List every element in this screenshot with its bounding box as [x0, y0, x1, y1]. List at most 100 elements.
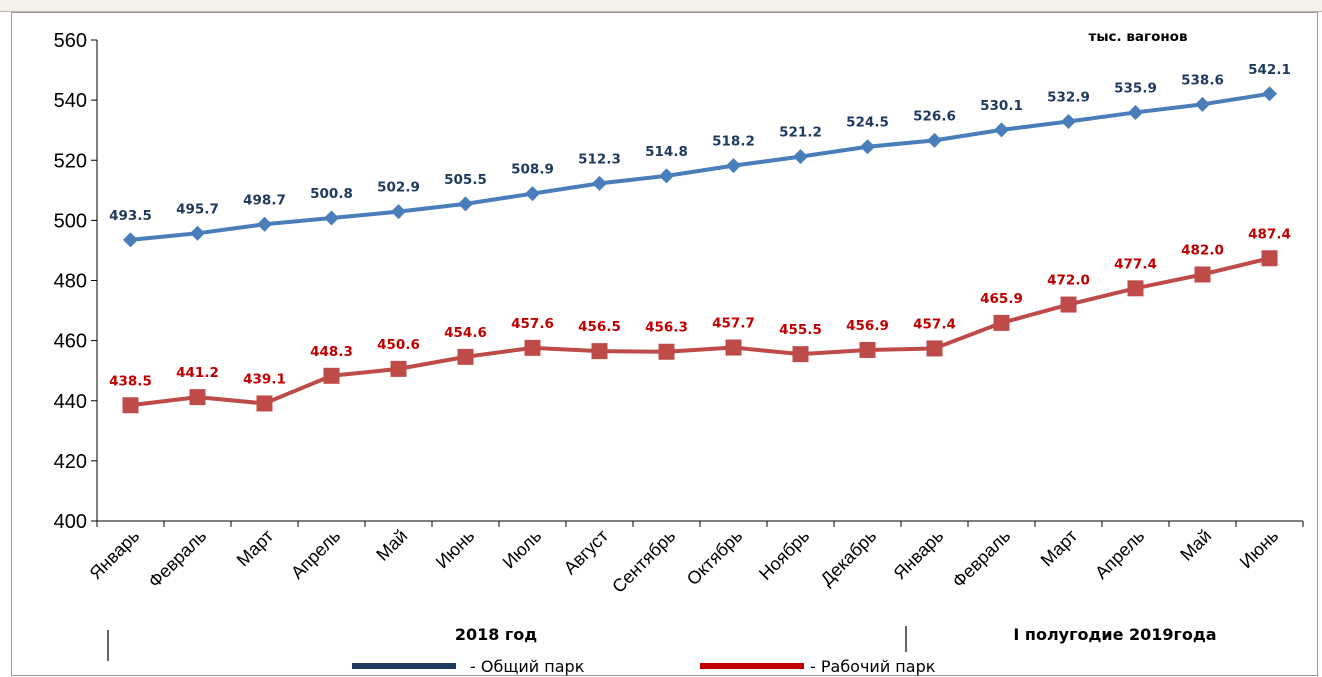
- y-tick-label: 520: [54, 150, 87, 172]
- data-label: 441.2: [176, 365, 219, 381]
- data-label: 530.1: [980, 98, 1023, 114]
- data-label: 482.0: [1181, 242, 1224, 258]
- point-square: [859, 341, 876, 358]
- series-lines: [122, 86, 1278, 414]
- data-label: 542.1: [1248, 62, 1291, 78]
- y-tick-label: 440: [54, 391, 87, 413]
- x-tick-label: Апрель: [1091, 526, 1148, 583]
- point-square: [524, 339, 541, 356]
- y-tick-label: 420: [54, 451, 87, 473]
- data-label: 487.4: [1248, 226, 1291, 242]
- legend-label-working: - Рабочий парк: [810, 657, 936, 676]
- point-diamond: [525, 186, 540, 202]
- data-label: 439.1: [243, 371, 286, 387]
- y-tick-labels: 400 420 440 460 480 500 520 540 560: [54, 30, 87, 533]
- point-square: [189, 389, 206, 406]
- x-tick-label: Октябрь: [683, 526, 746, 589]
- data-label: 514.8: [645, 144, 688, 160]
- point-square: [122, 397, 139, 414]
- point-square: [457, 348, 474, 365]
- data-label: 472.0: [1047, 273, 1090, 289]
- point-square: [256, 395, 273, 412]
- legend-label-total: - Общий парк: [470, 657, 585, 676]
- x-tick-label: Июнь: [1236, 526, 1283, 573]
- data-label: 502.9: [377, 180, 420, 196]
- y-tick-label: 540: [54, 90, 87, 112]
- point-square: [1060, 296, 1077, 313]
- legend-swatch-total: [352, 663, 456, 669]
- x-tick-label: Ноябрь: [755, 526, 813, 584]
- data-label: 532.9: [1047, 89, 1090, 105]
- point-diamond: [123, 232, 138, 248]
- point-square: [993, 314, 1010, 331]
- point-square: [926, 340, 943, 357]
- x-tick-label: Июль: [499, 526, 546, 573]
- point-diamond: [1061, 113, 1076, 129]
- point-diamond: [1195, 96, 1210, 112]
- x-tick-label: Февраль: [144, 526, 210, 592]
- x-tick-labels: Январь Февраль Март Апрель Май Июнь Июль Август…: [86, 526, 1283, 597]
- data-label: 477.4: [1114, 256, 1157, 272]
- data-label: 535.9: [1114, 80, 1157, 96]
- point-diamond: [860, 139, 875, 155]
- x-tick-label: Май: [372, 526, 411, 565]
- data-label: 465.9: [980, 291, 1023, 307]
- x-tick-label: Апрель: [287, 526, 344, 583]
- x-tick-label: Сентябрь: [608, 526, 679, 597]
- series-line-0: [130, 91, 1270, 242]
- point-diamond: [324, 210, 339, 226]
- y-tick-label: 560: [54, 30, 87, 52]
- point-square: [1261, 250, 1278, 267]
- point-diamond: [1262, 86, 1277, 102]
- point-diamond: [659, 168, 674, 184]
- data-label: 538.6: [1181, 72, 1224, 88]
- y-tick-label: 400: [54, 511, 87, 533]
- data-label: 456.3: [645, 320, 688, 336]
- top-strip: [0, 0, 1322, 12]
- point-square: [591, 343, 608, 360]
- axes: [91, 39, 1304, 527]
- data-label: 512.3: [578, 151, 621, 167]
- point-diamond: [592, 175, 607, 191]
- legend-swatch-working: [700, 663, 804, 669]
- point-square: [323, 367, 340, 384]
- series-line-1: [130, 256, 1270, 408]
- data-label: 457.4: [913, 316, 956, 332]
- x-tick-label: Январь: [890, 526, 948, 584]
- period-label-2018: 2018 год: [455, 625, 537, 644]
- data-labels: 493.5 495.7 498.7 500.8 502.9 505.5 508.9 512.3…: [109, 62, 1291, 389]
- point-diamond: [994, 122, 1009, 138]
- data-label: 457.6: [511, 316, 554, 332]
- point-square: [390, 360, 407, 377]
- data-label: 457.7: [712, 316, 755, 332]
- x-tick-label: Февраль: [948, 526, 1014, 592]
- x-tick-label: Май: [1176, 526, 1215, 565]
- data-label: 518.2: [712, 134, 755, 150]
- data-label: 454.6: [444, 325, 487, 341]
- point-diamond: [190, 225, 205, 241]
- point-diamond: [458, 196, 473, 212]
- point-square: [1194, 266, 1211, 283]
- data-label: 524.5: [846, 115, 889, 131]
- point-diamond: [726, 158, 741, 174]
- point-square: [1127, 280, 1144, 297]
- data-label: 455.5: [779, 322, 822, 338]
- y-tick-label: 480: [54, 271, 87, 293]
- data-label: 450.6: [377, 337, 420, 353]
- x-tick-label: Март: [233, 526, 278, 571]
- data-label: 498.7: [243, 192, 286, 208]
- data-label: 456.5: [578, 319, 621, 335]
- data-label: 438.5: [109, 373, 152, 389]
- x-tick-label: Март: [1037, 526, 1082, 571]
- point-diamond: [257, 216, 272, 232]
- point-square: [658, 343, 675, 360]
- x-tick-label: Декабрь: [817, 526, 881, 590]
- x-tick-label: Июнь: [432, 526, 479, 573]
- period-label-2019: I полугодие 2019года: [1013, 625, 1216, 644]
- point-diamond: [927, 132, 942, 148]
- data-label: 495.7: [176, 201, 219, 217]
- x-tick-label: Январь: [86, 526, 144, 584]
- data-label: 448.3: [310, 344, 353, 360]
- data-label: 493.5: [109, 208, 152, 224]
- y-tick-label: 460: [54, 331, 87, 353]
